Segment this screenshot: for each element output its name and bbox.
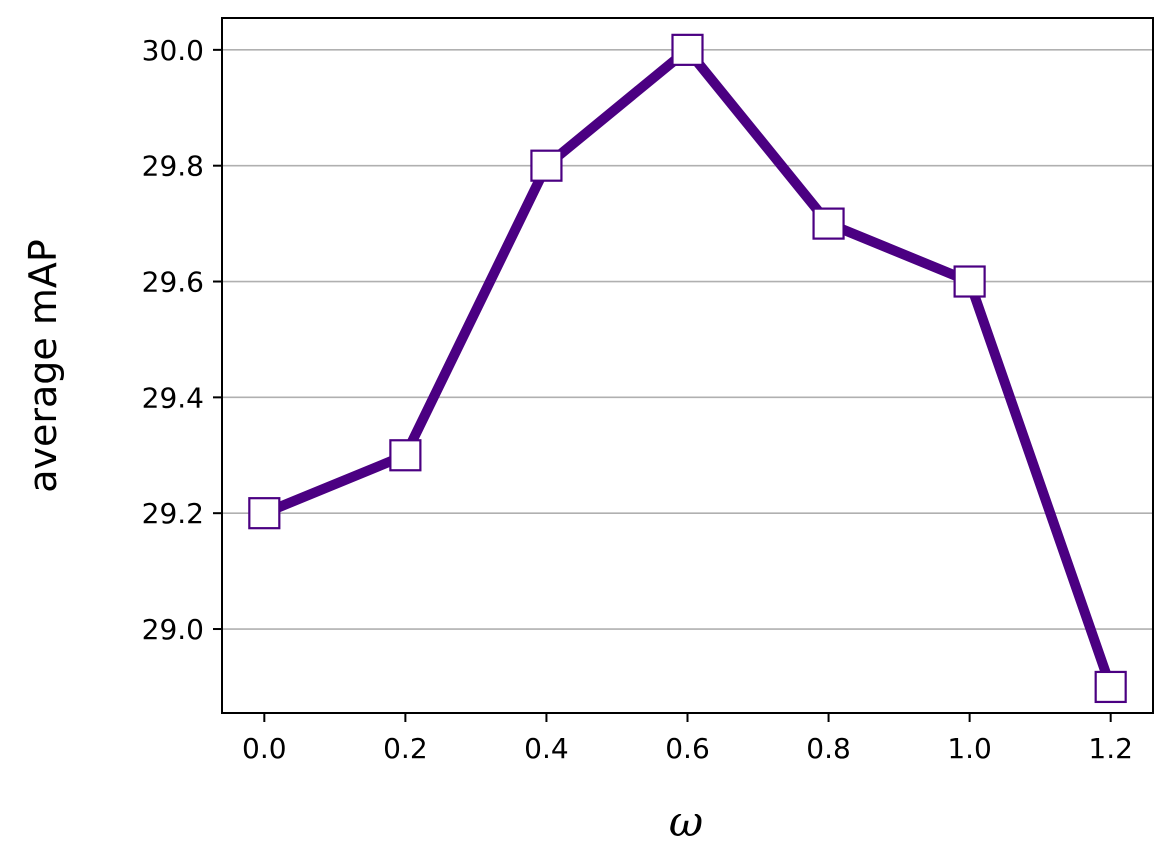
- x-tick-label: 0.6: [665, 732, 710, 765]
- y-tick-label: 30.0: [142, 34, 204, 67]
- data-point: [248, 497, 281, 530]
- x-tick-label: 0.4: [524, 732, 569, 765]
- markers: [248, 33, 1127, 704]
- data-point: [1094, 670, 1127, 704]
- series: [262, 44, 1116, 689]
- plot-frame: [221, 17, 1154, 714]
- grid-lines: [222, 49, 1153, 630]
- y-tick-label: 29.2: [142, 497, 204, 530]
- data-point: [812, 207, 845, 240]
- x-tick-label: 1.2: [1088, 732, 1133, 765]
- x-tick-label: 0.0: [242, 732, 287, 765]
- y-tick-label: 29.6: [142, 266, 204, 299]
- x-tick-label: 0.8: [806, 732, 851, 765]
- data-point: [953, 265, 986, 298]
- axis-ticks: 29.0 29.2 29.4 29.6 29.8 30.0 0.0 0.2 0.4 0.6 0.8 1…: [142, 34, 1133, 765]
- x-tick-label: 0.2: [383, 732, 428, 765]
- data-point: [389, 439, 422, 472]
- data-point: [671, 33, 704, 66]
- y-tick-label: 29.4: [142, 381, 204, 414]
- y-tick-label: 29.8: [142, 150, 204, 183]
- data-point: [530, 149, 563, 182]
- series-line: [262, 44, 1116, 689]
- x-axis-label: ω: [669, 797, 703, 846]
- y-axis-label: average mAP: [21, 239, 65, 493]
- x-tick-label: 1.0: [947, 732, 992, 765]
- y-tick-label: 29.0: [142, 613, 204, 646]
